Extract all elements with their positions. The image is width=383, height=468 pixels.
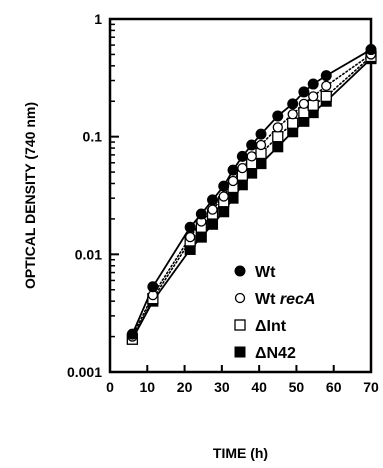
series-1-point xyxy=(185,231,196,243)
series-2-point xyxy=(320,90,332,103)
series-0-point xyxy=(365,44,377,56)
x-tick-label: 10 xyxy=(139,379,155,395)
series-0-point xyxy=(307,78,319,90)
y-tick-label: 0.01 xyxy=(75,246,102,262)
legend-label-part: ΔInt xyxy=(255,318,287,335)
x-tick-label: 60 xyxy=(326,379,342,395)
series-0-point xyxy=(287,98,299,110)
series-2-point xyxy=(287,117,299,129)
legend-marker-1 xyxy=(234,292,246,304)
series-1-point xyxy=(321,80,332,92)
series-2-point xyxy=(298,106,310,119)
series-1-point xyxy=(298,98,310,110)
series-0-point xyxy=(298,86,310,98)
series-lines xyxy=(131,48,372,341)
x-tick-label: 30 xyxy=(214,379,230,395)
series-2-point xyxy=(272,131,284,143)
series-0-point xyxy=(147,281,159,293)
series-0-line xyxy=(131,48,372,335)
legend-label-0: Wt xyxy=(255,264,276,281)
series-0-point xyxy=(320,70,332,82)
series-3-line xyxy=(131,58,372,340)
series-3-point xyxy=(195,231,207,243)
series-markers xyxy=(126,44,377,345)
y-tick-label: 0.1 xyxy=(83,129,103,145)
plot-frame xyxy=(108,17,373,374)
series-3-point xyxy=(255,158,267,170)
x-tick-label: 0 xyxy=(106,379,114,395)
y-tick-label: 1 xyxy=(94,11,102,27)
series-1-point xyxy=(237,163,248,174)
y-tick-label: 0.001 xyxy=(67,364,102,380)
y-axis-label: OPTICAL DENSITY (740 nm) xyxy=(22,102,38,289)
series-1-point xyxy=(227,175,239,187)
legend-label-part: Wt xyxy=(255,291,280,308)
legend-marker-2 xyxy=(234,319,246,331)
legend-marker-0 xyxy=(234,265,246,277)
series-1-point xyxy=(308,91,319,102)
series-3-point xyxy=(236,179,248,191)
series-0-point xyxy=(236,150,248,162)
series-3-point xyxy=(272,141,284,153)
x-tick-label: 50 xyxy=(289,379,305,395)
legend-label-3: ΔN42 xyxy=(255,345,296,362)
x-tick-label: 40 xyxy=(251,379,267,395)
series-0-point xyxy=(126,328,138,340)
series-2-line xyxy=(131,55,372,341)
series-1-point xyxy=(246,151,257,162)
x-tick-label: 70 xyxy=(363,379,379,395)
series-3-point xyxy=(227,192,239,204)
series-1-point xyxy=(287,109,298,120)
series-1-line xyxy=(131,53,372,338)
series-1-point xyxy=(218,191,229,202)
series-0-point xyxy=(246,139,258,151)
x-tick-label: 20 xyxy=(177,379,193,395)
legend-label-1: Wt recA xyxy=(255,291,315,308)
series-3-point xyxy=(218,206,230,218)
series-2-point xyxy=(307,99,319,111)
legend-marker-3 xyxy=(234,346,246,358)
series-1-point xyxy=(207,204,218,215)
legend-label-part: Wt xyxy=(255,264,276,281)
legend-label-part: ΔN42 xyxy=(255,345,296,362)
plot-border xyxy=(108,17,373,374)
series-3-point xyxy=(246,167,258,179)
series-0-point xyxy=(227,164,239,176)
series-0-point xyxy=(195,208,207,220)
legend-label-2: ΔInt xyxy=(255,318,287,335)
series-0-point xyxy=(272,110,284,122)
x-axis-ticks: 0 10 20 30 40 50 60 70 xyxy=(106,365,379,395)
series-1-point xyxy=(255,139,267,151)
y-axis-ticks: 0.001 0.01 0.1 1 xyxy=(67,11,119,380)
series-3-point xyxy=(207,218,219,230)
legend-label-part: recA xyxy=(280,291,316,308)
x-axis-label: TIME (h) xyxy=(213,445,268,461)
series-0-point xyxy=(218,180,230,192)
series-1-point xyxy=(272,122,283,133)
series-0-point xyxy=(207,194,219,206)
series-0-point xyxy=(184,221,196,233)
series-0-point xyxy=(255,128,267,140)
